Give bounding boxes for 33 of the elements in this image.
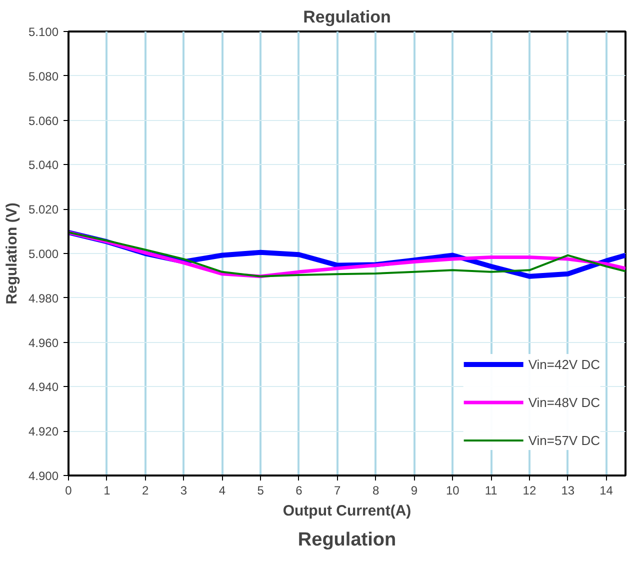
y-tick-label: 5.080 bbox=[28, 69, 59, 84]
y-tick-label: 4.980 bbox=[28, 291, 59, 306]
x-tick-label: 7 bbox=[334, 484, 342, 498]
y-tick-label: 5.020 bbox=[28, 202, 59, 217]
y-tick-label: 5.060 bbox=[28, 114, 59, 128]
x-tick-label: 12 bbox=[522, 484, 536, 498]
y-tick-label: 4.940 bbox=[28, 380, 59, 394]
y-tick-label: 5.000 bbox=[28, 247, 59, 261]
x-tick-label: 4 bbox=[218, 484, 226, 498]
legend-label: Vin=48V DC bbox=[528, 394, 600, 410]
x-tick-label: 3 bbox=[180, 484, 188, 498]
y-tick-label: 4.960 bbox=[28, 336, 59, 350]
x-tick-label: 8 bbox=[372, 484, 380, 498]
chart-title: Regulation bbox=[303, 8, 391, 26]
y-tick-label: 4.900 bbox=[28, 469, 59, 483]
x-tick-label: 13 bbox=[561, 484, 575, 498]
x-tick-label: 1 bbox=[104, 484, 111, 498]
x-tick-label: 14 bbox=[600, 484, 614, 498]
x-axis-title: Output Current(A) bbox=[282, 502, 412, 520]
legend-label: Vin=42V DC bbox=[528, 356, 600, 372]
x-tick-label: 2 bbox=[142, 484, 149, 498]
x-tick-label: 0 bbox=[65, 484, 72, 498]
x-tick-label: 10 bbox=[446, 484, 460, 498]
x-tick-label: 5 bbox=[257, 484, 264, 498]
x-tick-label: 6 bbox=[296, 484, 303, 498]
y-axis-title: Regulation (V) bbox=[3, 202, 20, 304]
legend-label: Vin=57V DC bbox=[528, 432, 600, 448]
y-tick-label: 5.100 bbox=[28, 25, 59, 39]
y-tick-label: 4.920 bbox=[28, 424, 59, 439]
x-tick-label: 9 bbox=[410, 484, 418, 498]
x-tick-label: 11 bbox=[484, 484, 498, 498]
text: Regulation bbox=[298, 530, 396, 550]
y-tick-label: 5.040 bbox=[28, 158, 59, 172]
